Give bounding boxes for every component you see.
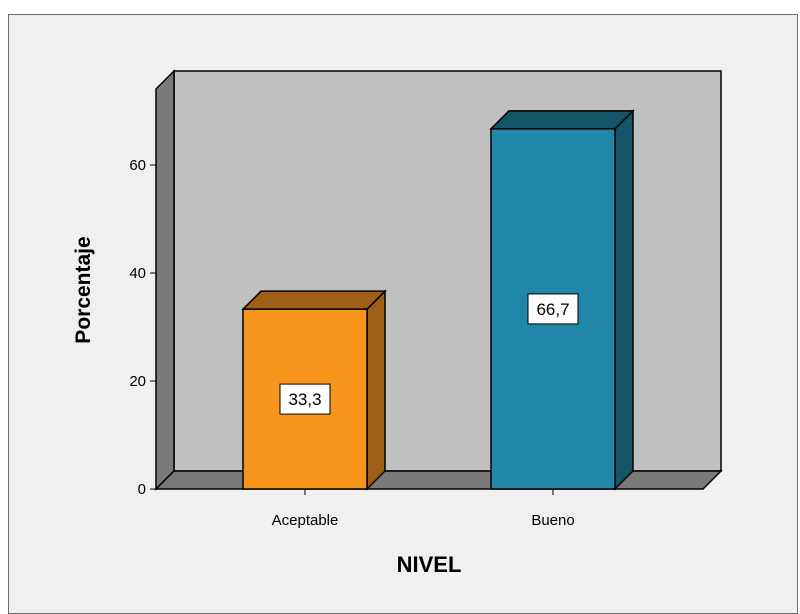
bar-chart: 33,3 66,7 0 20 40 60 Aceptable Bueno Porcenta… (72, 69, 723, 577)
bars-group: 33,3 66,7 (241, 109, 635, 491)
plot-floor (154, 470, 723, 490)
x-axis-title: NIVEL (397, 552, 462, 577)
bar-side-face (366, 289, 386, 491)
data-label: 66,7 (527, 293, 579, 325)
x-tick-label: Bueno (531, 512, 574, 529)
y-tick-label: 0 (138, 481, 146, 498)
y-tick-label: 20 (129, 373, 146, 390)
y-axis-title: Porcentaje (72, 236, 95, 343)
data-label-value: 33,3 (288, 390, 321, 409)
x-tick-label: Aceptable (272, 512, 339, 529)
plot-walls (154, 69, 723, 491)
bar-top-face (241, 290, 387, 310)
x-axis: Aceptable Bueno (272, 489, 575, 529)
data-label: 33,3 (279, 383, 331, 415)
bar-aceptable: 33,3 (241, 289, 387, 491)
data-label-box (279, 383, 331, 415)
bar-side-face (614, 109, 634, 491)
bar-top-face (489, 110, 635, 130)
y-axis: 0 20 40 60 (129, 111, 157, 498)
y-tick-label: 40 (129, 265, 146, 282)
data-label-value: 66,7 (536, 300, 569, 319)
bar-bueno: 66,7 (489, 109, 635, 491)
plot-left-wall (155, 69, 175, 491)
data-label-box (527, 293, 579, 325)
y-tick-label: 60 (129, 157, 146, 174)
